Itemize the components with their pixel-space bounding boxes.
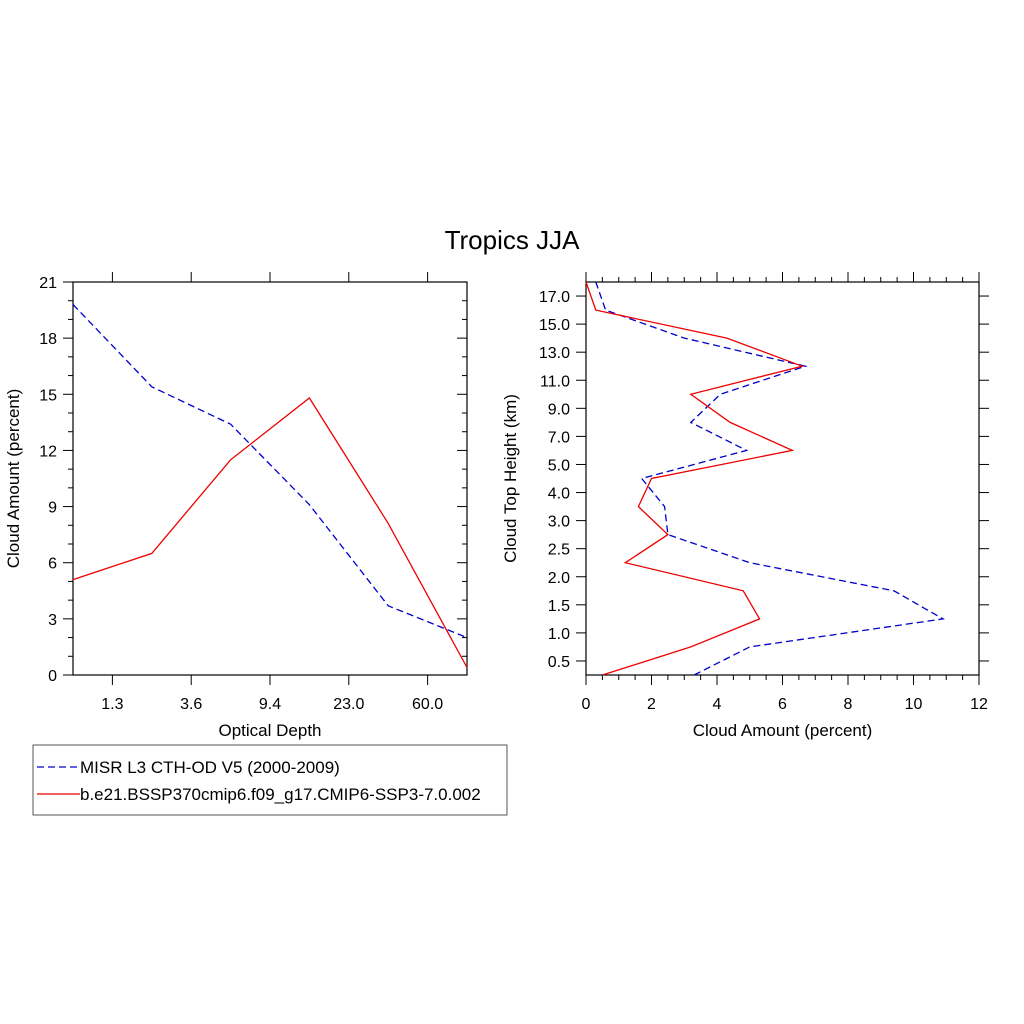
left-y-axis-label: Cloud Amount (percent) [4, 389, 23, 569]
left-series-line-obs [72, 304, 468, 639]
left-x-tick-label: 3.6 [180, 696, 202, 713]
left-y-tick-label: 0 [48, 668, 57, 685]
right-y-tick-label: 4.0 [548, 486, 570, 503]
left-x-tick-label: 9.4 [259, 696, 281, 713]
right-y-tick-label: 2.0 [548, 570, 570, 587]
right-y-tick-label: 3.0 [548, 514, 570, 531]
right-x-tick-label: 8 [844, 696, 853, 713]
figure-title: Tropics JJA [445, 225, 580, 255]
left-y-tick-label: 12 [39, 443, 57, 460]
left-y-tick-label: 9 [48, 500, 57, 517]
right-x-tick-label: 2 [647, 696, 656, 713]
right-y-tick-label: 0.5 [548, 654, 570, 671]
right-y-axis-label: Cloud Top Height (km) [501, 394, 520, 563]
left-x-tick-label: 1.3 [101, 696, 123, 713]
right-y-tick-label: 9.0 [548, 401, 570, 418]
right-x-tick-label: 12 [970, 696, 988, 713]
right-series-line-obs [595, 281, 945, 676]
left-y-tick-label: 15 [39, 387, 57, 404]
right-y-tick-label: 13.0 [539, 345, 570, 362]
right-x-tick-label: 4 [713, 696, 722, 713]
left-x-axis-label: Optical Depth [219, 721, 322, 740]
right-x-tick-label: 10 [905, 696, 923, 713]
right-series-line-model [585, 281, 805, 676]
left-x-tick-label: 60.0 [412, 696, 443, 713]
legend: MISR L3 CTH-OD V5 (2000-2009) b.e21.BSSP… [32, 744, 508, 816]
left-x-tick-label: 23.0 [333, 696, 364, 713]
legend-label-model: b.e21.BSSP370cmip6.f09_g17.CMIP6-SSP3-7.… [80, 785, 481, 804]
right-plot-frame [585, 281, 980, 676]
right-plot-cloud-top-height: 0 2 4 6 8 10 12 0.5 1.0 1.5 2.0 2.5 3.0 4.0 5.0 7.0 9.0 1… [501, 272, 989, 740]
legend-label-obs: MISR L3 CTH-OD V5 (2000-2009) [80, 758, 340, 777]
right-y-tick-label: 1.0 [548, 626, 570, 643]
right-y-tick-label: 15.0 [539, 317, 570, 334]
left-plot-optical-depth: 0 3 6 9 12 15 18 21 1.3 3.6 9.4 23.0 60.0 Optical Dep… [4, 272, 468, 740]
left-y-tick-label: 18 [39, 331, 57, 348]
left-plot-frame [72, 281, 468, 676]
left-y-tick-label: 3 [48, 612, 57, 629]
left-y-tick-label: 21 [39, 275, 57, 292]
right-y-tick-label: 2.5 [548, 542, 570, 559]
legend-box [32, 744, 508, 816]
left-series-line-model [72, 397, 468, 668]
right-y-tick-label: 17.0 [539, 289, 570, 306]
right-y-tick-label: 5.0 [548, 457, 570, 474]
right-x-tick-label: 6 [778, 696, 787, 713]
right-y-tick-label: 7.0 [548, 429, 570, 446]
right-x-axis-label: Cloud Amount (percent) [693, 721, 873, 740]
right-x-tick-label: 0 [582, 696, 591, 713]
right-y-tick-label: 1.5 [548, 598, 570, 615]
left-y-tick-label: 6 [48, 556, 57, 573]
right-y-tick-label: 11.0 [540, 373, 570, 390]
